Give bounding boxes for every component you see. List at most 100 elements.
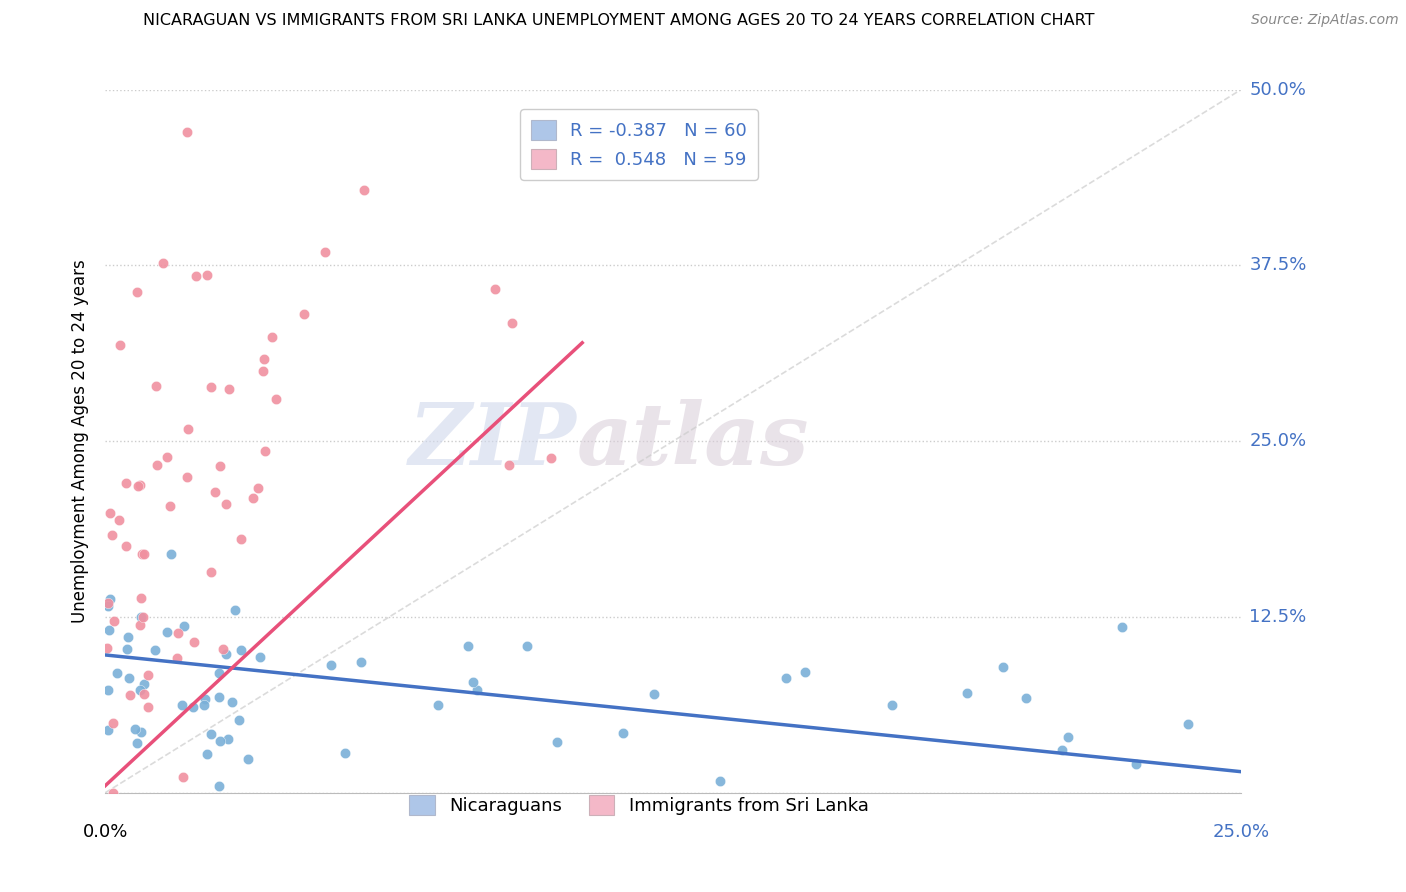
- Point: [159, 500, 181, 514]
- Point: [127, 479, 149, 493]
- Point: [516, 639, 538, 653]
- Point: [956, 685, 979, 699]
- Point: [547, 735, 569, 749]
- Point: [138, 668, 160, 682]
- Point: [125, 285, 148, 299]
- Point: [98, 507, 121, 521]
- Point: [131, 591, 153, 605]
- Point: [132, 610, 155, 624]
- Text: 25.0%: 25.0%: [1212, 823, 1270, 841]
- Point: [132, 687, 155, 701]
- Point: [208, 666, 231, 681]
- Text: NICARAGUAN VS IMMIGRANTS FROM SRI LANKA UNEMPLOYMENT AMONG AGES 20 TO 24 YEARS C: NICARAGUAN VS IMMIGRANTS FROM SRI LANKA …: [143, 13, 1094, 29]
- Point: [129, 724, 152, 739]
- Point: [114, 539, 136, 553]
- Point: [612, 726, 634, 740]
- Point: [118, 672, 141, 686]
- Point: [117, 630, 139, 644]
- Point: [540, 451, 562, 466]
- Point: [249, 649, 271, 664]
- Point: [134, 677, 156, 691]
- Point: [173, 619, 195, 633]
- Point: [260, 330, 283, 344]
- Point: [103, 614, 125, 628]
- Point: [214, 497, 236, 511]
- Point: [156, 625, 179, 640]
- Point: [129, 682, 152, 697]
- Point: [160, 547, 183, 561]
- Point: [709, 774, 731, 789]
- Point: [156, 450, 179, 464]
- Point: [1125, 757, 1147, 772]
- Point: [228, 714, 250, 728]
- Point: [204, 485, 226, 500]
- Point: [484, 282, 506, 296]
- Point: [129, 609, 152, 624]
- Point: [335, 746, 357, 760]
- Text: Source: ZipAtlas.com: Source: ZipAtlas.com: [1251, 13, 1399, 28]
- Point: [221, 695, 243, 709]
- Point: [457, 640, 479, 654]
- Point: [145, 378, 167, 392]
- Point: [105, 666, 128, 681]
- Text: 12.5%: 12.5%: [1250, 608, 1306, 626]
- Text: 37.5%: 37.5%: [1250, 257, 1306, 275]
- Point: [292, 307, 315, 321]
- Point: [242, 491, 264, 506]
- Point: [183, 635, 205, 649]
- Point: [463, 675, 485, 690]
- Point: [1050, 743, 1073, 757]
- Point: [184, 268, 207, 283]
- Point: [253, 351, 276, 366]
- Point: [177, 422, 200, 436]
- Point: [252, 363, 274, 377]
- Point: [1177, 717, 1199, 731]
- Point: [172, 770, 194, 784]
- Point: [103, 786, 125, 800]
- Point: [214, 647, 236, 661]
- Point: [212, 641, 235, 656]
- Point: [775, 671, 797, 685]
- Point: [166, 626, 188, 640]
- Point: [115, 475, 138, 490]
- Point: [498, 458, 520, 473]
- Point: [124, 723, 146, 737]
- Point: [181, 699, 204, 714]
- Point: [170, 698, 193, 713]
- Point: [193, 698, 215, 713]
- Point: [993, 659, 1015, 673]
- Point: [217, 731, 239, 746]
- Point: [98, 623, 121, 637]
- Point: [101, 716, 124, 731]
- Text: atlas: atlas: [576, 400, 808, 483]
- Point: [208, 734, 231, 748]
- Point: [1015, 690, 1038, 705]
- Point: [176, 125, 198, 139]
- Point: [200, 380, 222, 394]
- Point: [882, 698, 904, 712]
- Point: [129, 478, 152, 492]
- Point: [501, 316, 523, 330]
- Point: [319, 657, 342, 672]
- Point: [166, 650, 188, 665]
- Point: [115, 641, 138, 656]
- Point: [253, 443, 276, 458]
- Point: [194, 691, 217, 706]
- Point: [350, 656, 373, 670]
- Point: [108, 338, 131, 352]
- Point: [136, 700, 159, 714]
- Point: [208, 458, 231, 473]
- Point: [200, 566, 222, 580]
- Point: [195, 268, 218, 282]
- Point: [125, 736, 148, 750]
- Y-axis label: Unemployment Among Ages 20 to 24 years: Unemployment Among Ages 20 to 24 years: [72, 260, 89, 624]
- Point: [108, 513, 131, 527]
- Point: [97, 683, 120, 698]
- Point: [143, 643, 166, 657]
- Point: [426, 698, 449, 712]
- Point: [200, 727, 222, 741]
- Text: 50.0%: 50.0%: [1250, 80, 1306, 99]
- Point: [643, 687, 665, 701]
- Point: [1057, 731, 1080, 745]
- Point: [247, 481, 270, 495]
